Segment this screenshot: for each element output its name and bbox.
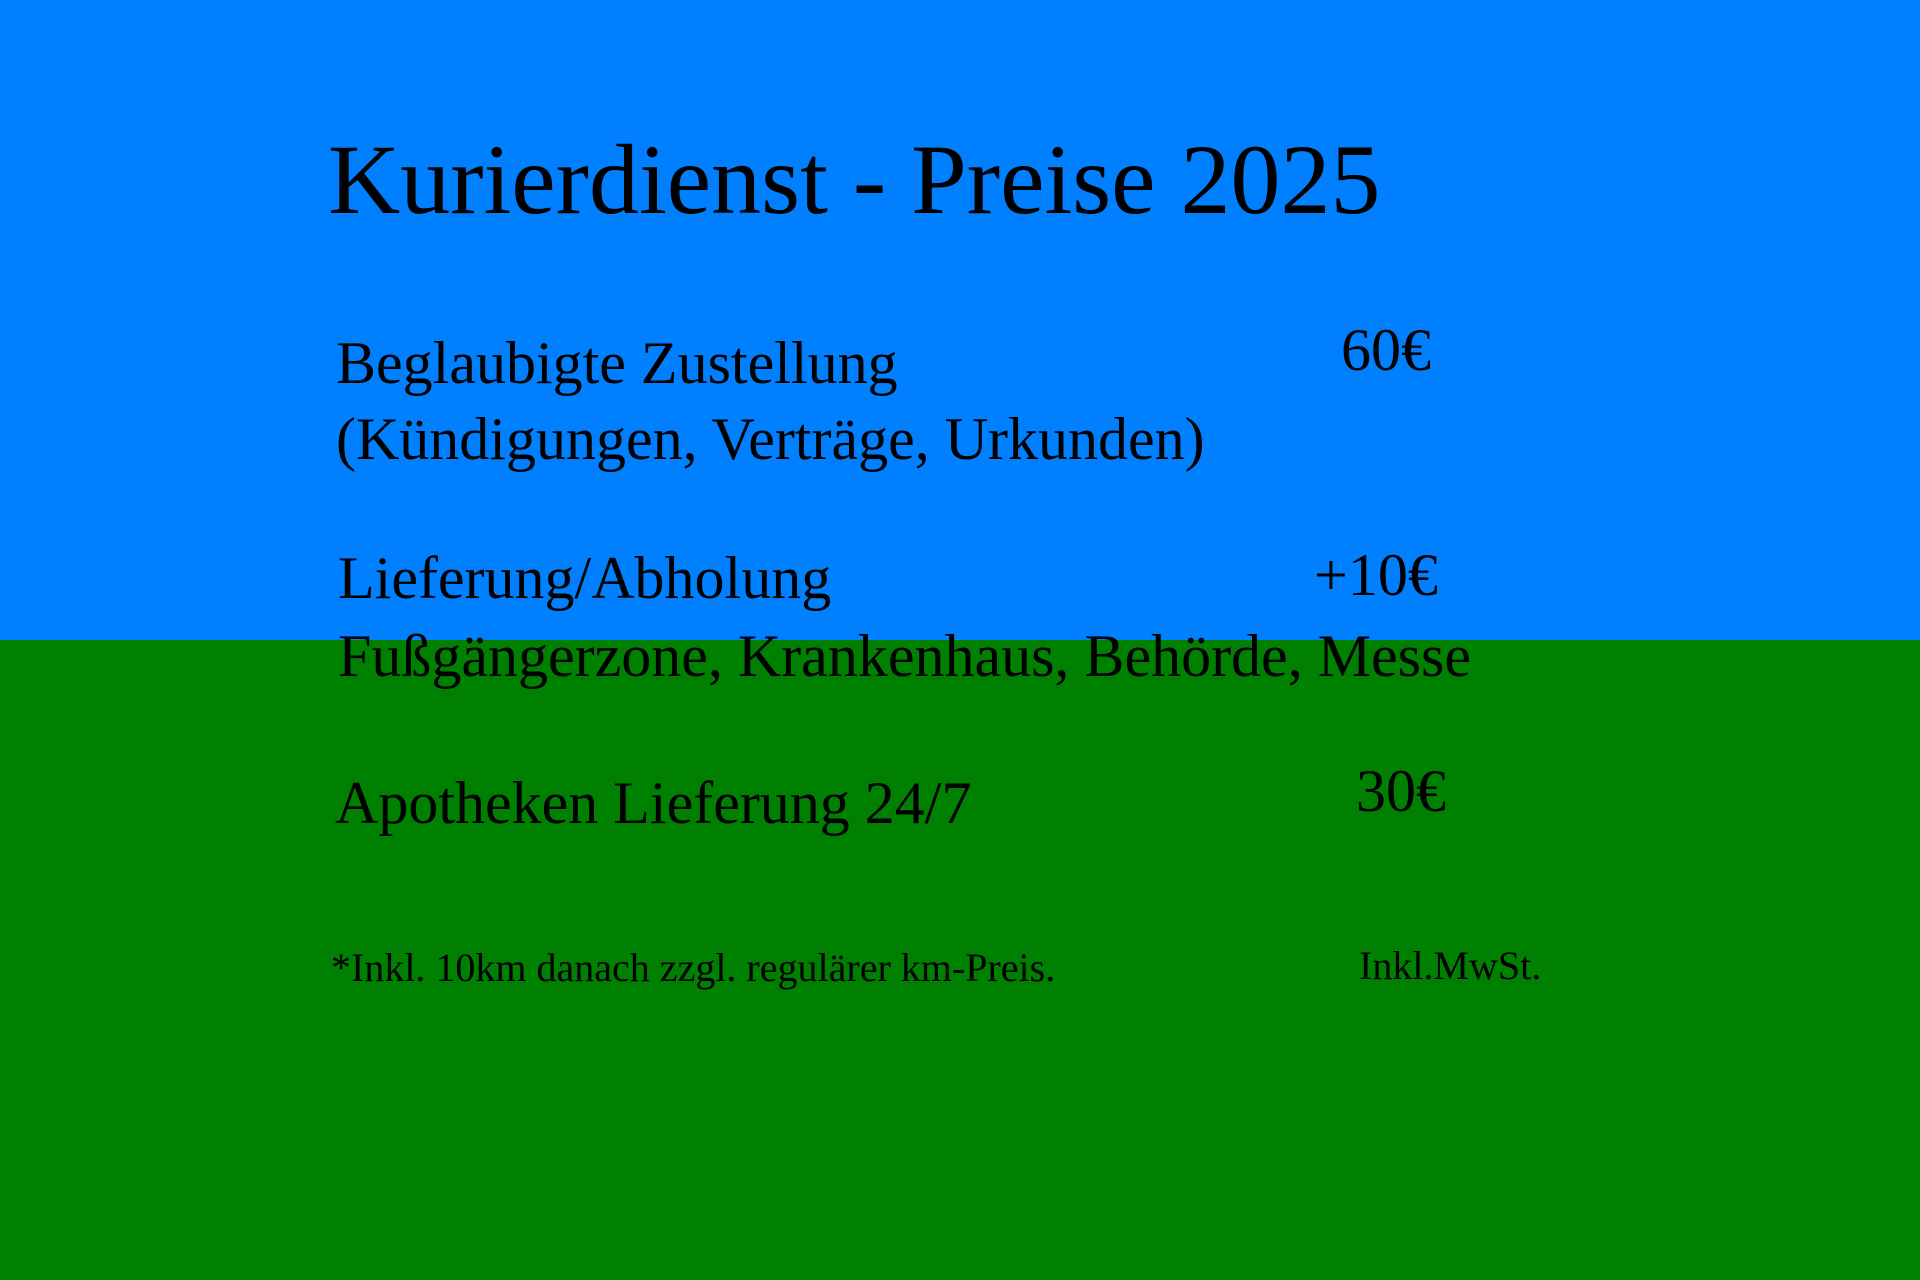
background-top-blue [0,0,1920,640]
footnote: *Inkl. 10km danach zzgl. regulärer km-Pr… [331,945,1056,990]
page-title: Kurierdienst - Preise 2025 [328,124,1381,235]
item-price-certified-delivery: 60€ [1341,317,1431,383]
tax-note: Inkl.MwSt. [1359,943,1542,988]
item-detail-certified-delivery: (Kündigungen, Verträge, Urkunden) [336,406,1205,472]
item-label-pharmacy-delivery: Apotheken Lieferung 24/7 [335,770,972,836]
item-price-pharmacy-delivery: 30€ [1356,758,1446,824]
item-price-delivery-pickup: +10€ [1314,542,1438,608]
item-detail-delivery-pickup: Fußgängerzone, Krankenhaus, Behörde, Mes… [338,623,1471,689]
item-label-delivery-pickup: Lieferung/Abholung [338,545,832,611]
background-bottom-green [0,640,1920,1280]
item-label-certified-delivery: Beglaubigte Zustellung [336,330,898,396]
